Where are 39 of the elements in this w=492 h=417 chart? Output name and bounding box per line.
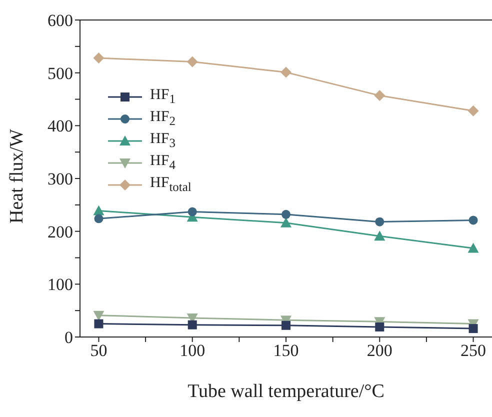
- legend-label: HF$_{3}$: [150, 131, 176, 151]
- point: [468, 242, 479, 253]
- y-tick-label: 200: [48, 222, 73, 242]
- point: [188, 207, 197, 216]
- point: [188, 320, 197, 330]
- x-axis-title: Tube wall temperature/°C: [188, 381, 384, 402]
- x-tick-label: 150: [273, 341, 299, 360]
- point: [186, 56, 198, 68]
- y-axis-title: Heat flux/W: [6, 129, 28, 224]
- point: [468, 105, 479, 116]
- point: [280, 217, 292, 228]
- point: [468, 324, 478, 334]
- point: [282, 320, 290, 330]
- y-tick-label: 600: [48, 11, 73, 30]
- point: [468, 216, 478, 225]
- y-tick-label: 400: [48, 116, 73, 136]
- y-tick-label: 300: [48, 170, 73, 189]
- y-tick-label: 500: [48, 64, 73, 83]
- point: [94, 319, 104, 328]
- y-tick-label: 100: [48, 275, 73, 294]
- legend-label: HF$_{2}$: [150, 109, 176, 129]
- point: [93, 205, 104, 216]
- point: [374, 230, 386, 241]
- x-tick-label: 200: [366, 341, 392, 360]
- point: [93, 310, 104, 321]
- point: [94, 214, 104, 224]
- x-tick-label: 100: [180, 341, 206, 360]
- legend-label: HF$_{1}$: [150, 87, 176, 107]
- point: [374, 90, 386, 102]
- point: [282, 210, 290, 219]
- point: [375, 217, 384, 226]
- point: [93, 52, 104, 64]
- legend-label: HF$_{4}$: [150, 153, 176, 173]
- point: [280, 66, 292, 78]
- x-tick-label: 50: [90, 341, 108, 360]
- x-tick-label: 250: [460, 341, 486, 360]
- point: [375, 322, 384, 332]
- legend-label: HF$_{total}$: [150, 175, 192, 195]
- y-tick-label: 0: [64, 328, 73, 348]
